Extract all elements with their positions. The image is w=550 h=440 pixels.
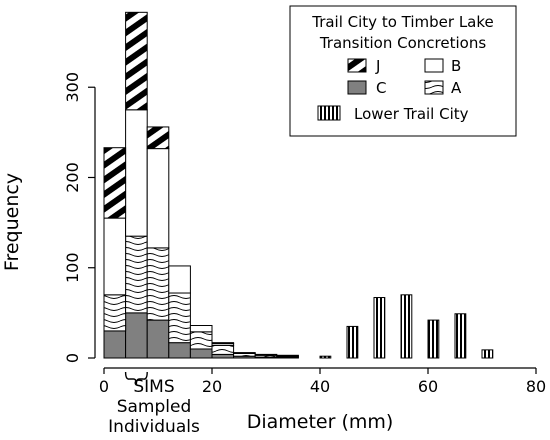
bar-A-8-12 [146, 247, 170, 321]
legend-label-C: C [376, 79, 386, 97]
bar-LTC-50-52 [373, 297, 386, 359]
bar-LTC-70-72 [481, 349, 494, 359]
bar-B-8-12 [146, 148, 170, 249]
annotation-line-sampled: Sampled [117, 397, 192, 417]
bar-LTC-40-42 [319, 355, 332, 359]
bar-B-16-20 [189, 325, 213, 333]
axes-group: 0 100 200 300 0 20 40 60 80 [63, 72, 546, 396]
bar-B-32-36 [276, 354, 299, 357]
bar-B-28-32 [254, 353, 278, 356]
bar-J-4-8 [125, 11, 148, 111]
bar-C-20-24 [211, 353, 235, 359]
bar-J-0-4 [103, 147, 127, 219]
x-axis-label: Diameter (mm) [247, 411, 394, 433]
legend-label-J: J [375, 57, 380, 75]
legend-label-B: B [451, 57, 461, 75]
legend-title-line-2: Transition Concretions [319, 34, 487, 52]
bar-J-20-24 [211, 342, 235, 345]
y-axis-label: Frequency [1, 173, 23, 271]
legend-title-line-1: Trail City to Timber Lake [311, 13, 494, 31]
y-tick-label-100: 100 [63, 252, 82, 283]
bar-LTC-55-57 [400, 294, 413, 359]
x-tick-label-60: 60 [418, 377, 438, 396]
x-tick-label-80: 80 [526, 377, 546, 396]
sims-brace [124, 371, 148, 385]
bar-C-12-16 [168, 342, 191, 359]
bar-LTC-65-67 [454, 313, 467, 359]
legend-swatch-LTC [317, 105, 341, 121]
annotation-line-sims: SIMS [133, 377, 174, 397]
bar-A-0-4 [103, 294, 127, 332]
bar-LTC-45-47 [346, 325, 359, 359]
bar-A-16-20 [189, 331, 213, 350]
bar-B-0-4 [103, 217, 127, 296]
bar-A-20-24 [211, 344, 235, 355]
x-tick-label-20: 20 [202, 377, 222, 396]
bar-LTC-60-62 [427, 319, 440, 359]
bars-group [103, 11, 494, 359]
legend-label-A: A [451, 79, 462, 97]
bar-C-16-20 [189, 348, 213, 359]
legend-swatch-B [424, 58, 444, 73]
y-tick-label-300: 300 [63, 72, 82, 103]
legend: Trail City to Timber Lake Transition Con… [289, 5, 517, 137]
y-tick-label-0: 0 [63, 353, 82, 363]
bar-A-12-16 [168, 292, 191, 344]
legend-swatch-C [347, 80, 367, 95]
x-tick-label-0: 0 [99, 377, 109, 396]
bar-C-0-4 [103, 330, 127, 359]
bar-B-4-8 [125, 109, 148, 237]
x-tick-label-40: 40 [310, 377, 330, 396]
sims-annotation: SIMS Sampled Individuals [108, 371, 200, 437]
bar-B-12-16 [168, 265, 191, 294]
legend-swatch-J [347, 58, 367, 73]
bar-C-4-8 [125, 312, 148, 359]
bar-A-4-8 [125, 235, 148, 314]
bar-B-24-28 [233, 352, 256, 354]
legend-label-LTC: Lower Trail City [354, 105, 469, 123]
y-tick-label-200: 200 [63, 162, 82, 193]
annotation-line-individuals: Individuals [108, 417, 200, 437]
legend-swatch-A [424, 80, 444, 95]
bar-C-8-12 [146, 319, 170, 359]
bar-J-8-12 [146, 126, 170, 150]
